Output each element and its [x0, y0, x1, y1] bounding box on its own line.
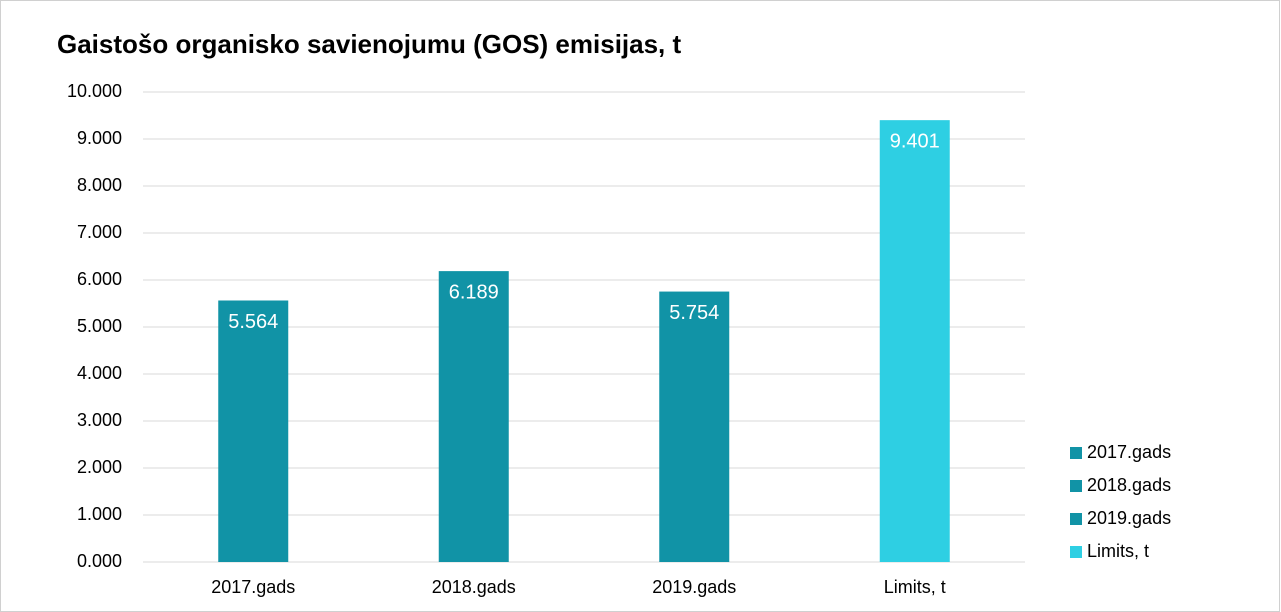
y-tick-label: 1.000: [77, 504, 122, 524]
bar: [659, 291, 730, 562]
data-label: 6.189: [449, 281, 499, 303]
y-tick-label: 5.000: [77, 316, 122, 336]
chart-title: Gaistošo organisko savienojumu (GOS) emi…: [57, 29, 682, 59]
y-tick-label: 2.000: [77, 457, 122, 477]
legend-label: 2018.gads: [1087, 475, 1171, 495]
bar: [438, 271, 509, 562]
legend-swatch: [1070, 546, 1082, 558]
y-tick-label: 8.000: [77, 175, 122, 195]
y-tick-label: 0.000: [77, 551, 122, 571]
data-label: 9.401: [890, 130, 940, 152]
legend-label: 2019.gads: [1087, 508, 1171, 528]
x-tick-label: 2017.gads: [211, 577, 295, 597]
x-tick-label: Limits, t: [884, 577, 946, 597]
data-label: 5.564: [228, 311, 278, 333]
legend-swatch: [1070, 480, 1082, 492]
y-tick-label: 6.000: [77, 269, 122, 289]
bar: [879, 120, 950, 562]
legend-label: Limits, t: [1087, 541, 1149, 561]
bar: [218, 300, 289, 562]
legend-swatch: [1070, 447, 1082, 459]
y-tick-label: 3.000: [77, 410, 122, 430]
x-tick-label: 2018.gads: [432, 577, 516, 597]
y-tick-label: 7.000: [77, 222, 122, 242]
x-tick-label: 2019.gads: [652, 577, 736, 597]
y-tick-label: 9.000: [77, 128, 122, 148]
data-label: 5.754: [669, 302, 719, 324]
legend-label: 2017.gads: [1087, 442, 1171, 462]
y-tick-label: 4.000: [77, 363, 122, 383]
y-tick-label: 10.000: [67, 81, 122, 101]
legend-swatch: [1070, 513, 1082, 525]
